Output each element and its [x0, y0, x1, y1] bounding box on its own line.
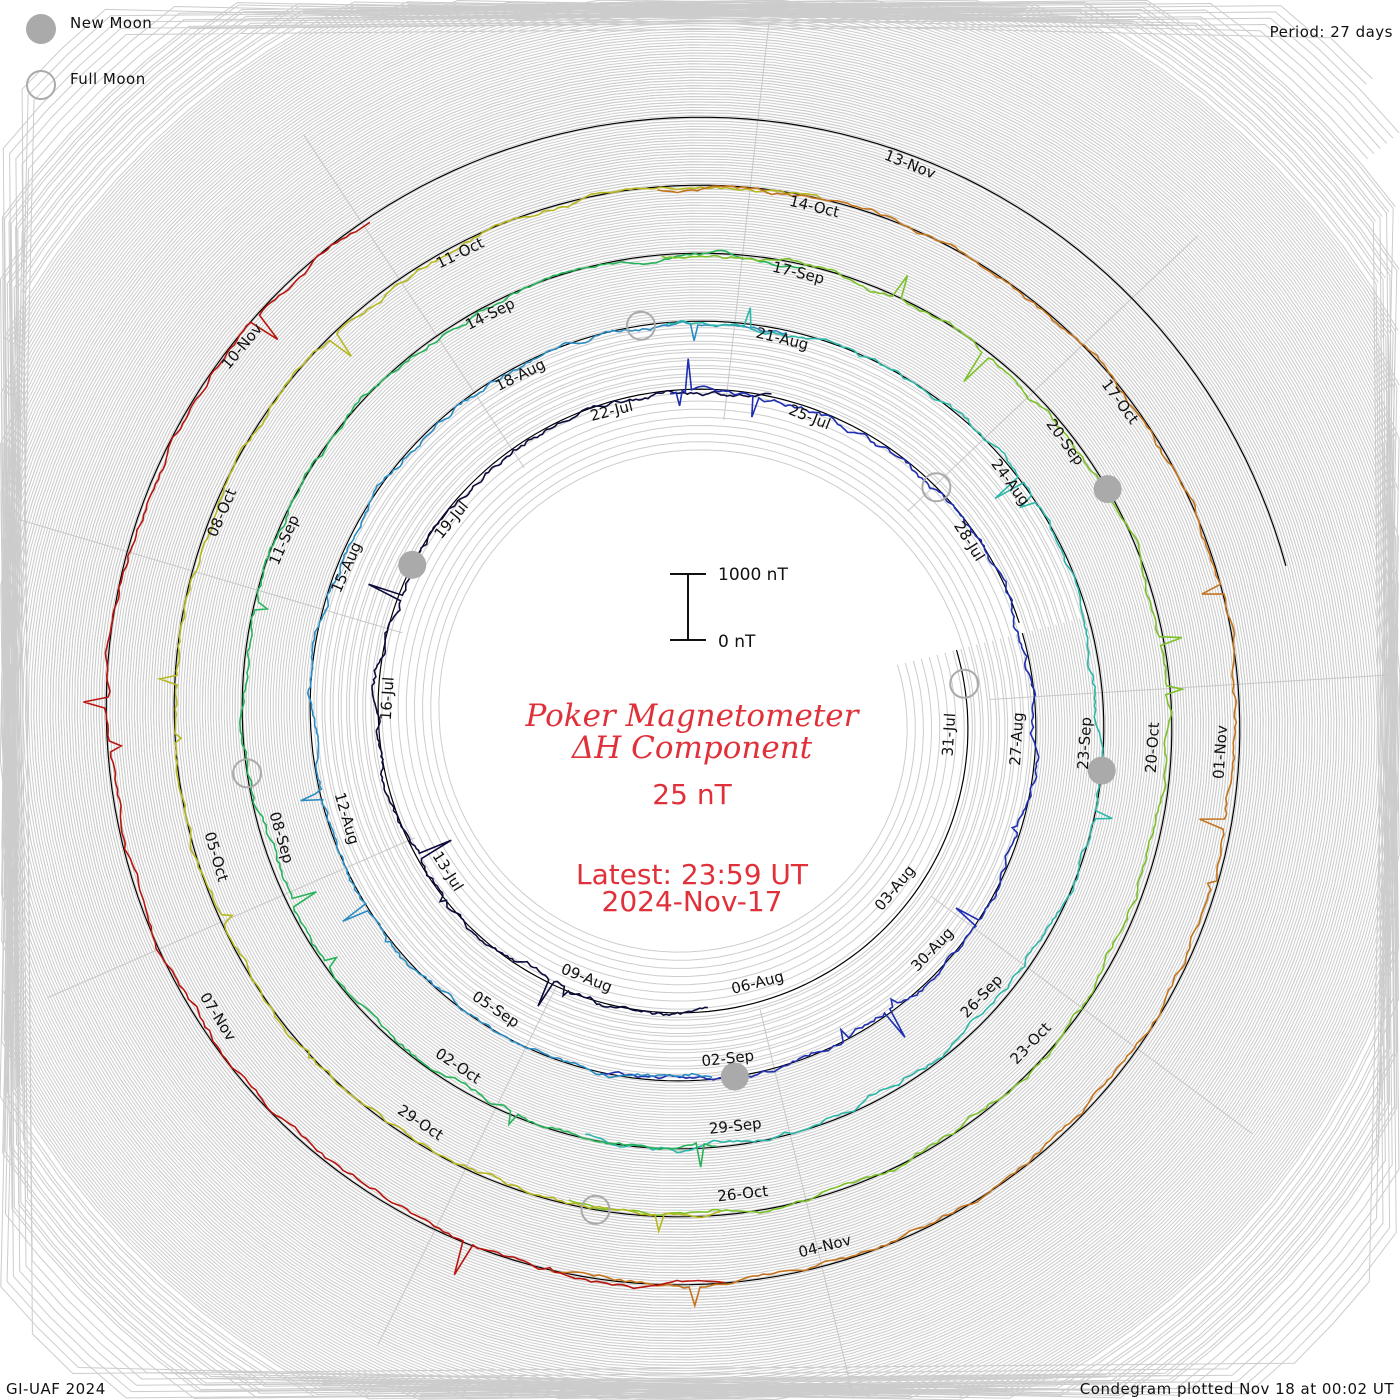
trace-series-8 — [83, 221, 725, 1290]
scale-bar: 1000 nT 0 nT — [670, 565, 788, 652]
legend-full-moon-label: Full Moon — [70, 70, 146, 88]
date-label: 29-Sep — [708, 1114, 762, 1138]
date-label: 06-Aug — [729, 967, 785, 998]
date-label: 02-Sep — [701, 1047, 755, 1071]
grid-spiral — [10, 4, 1400, 1400]
reference-spiral — [241, 252, 1155, 1150]
chart-subtitle: ΔH Component — [571, 730, 813, 766]
footer-credit: GI-UAF 2024 — [6, 1380, 106, 1398]
grid-spoke — [302, 134, 525, 469]
date-label: 04-Nov — [797, 1231, 854, 1262]
date-label: 31-Jul — [939, 712, 960, 757]
scale-value-label: 25 nT — [652, 778, 732, 811]
trace-series-0 — [368, 389, 772, 1017]
grid-spoke — [930, 895, 1254, 1135]
trace-series-7 — [550, 185, 1238, 1309]
grid-spoke — [759, 1009, 855, 1399]
trace-series-3 — [585, 307, 1113, 1154]
date-label: 03-Aug — [871, 862, 919, 915]
full-moon-marker — [949, 668, 980, 699]
moon-phase-markers — [232, 310, 1122, 1225]
new-moon-marker — [720, 1062, 749, 1091]
full-moon-marker — [580, 1194, 611, 1225]
date-label: 23-Sep — [1074, 716, 1095, 770]
reference-spiral — [377, 388, 1020, 1014]
legend: New Moon Full Moon — [26, 14, 152, 100]
new-moon-legend-icon — [26, 14, 56, 44]
new-moon-marker — [1087, 756, 1116, 785]
date-label: 01-Nov — [1210, 725, 1231, 780]
grid-spoke — [723, 22, 770, 420]
grid-spoke — [18, 518, 403, 634]
radial-spokes — [18, 22, 1389, 1399]
trace-series-2 — [300, 320, 788, 1079]
full-moon-marker — [625, 310, 656, 341]
reference-spiral — [105, 116, 1287, 1286]
full-moon-marker — [232, 758, 263, 789]
trace-series-5 — [568, 254, 1186, 1216]
period-label: Period: 27 days — [1270, 23, 1393, 41]
grid-spiral — [0, 7, 1400, 1398]
grid-spiral — [2, 3, 1393, 1399]
trace-series-1 — [600, 358, 1040, 1081]
full-moon-legend-icon — [26, 70, 56, 100]
chart-title: Poker Magnetometer — [525, 698, 861, 734]
grid-spoke — [47, 837, 416, 998]
trace-series-4 — [238, 249, 804, 1168]
date-label: 26-Oct — [716, 1182, 769, 1205]
footer-plot-time: Condegram plotted Nov 18 at 00:02 UT — [1080, 1380, 1395, 1398]
reference-spirals — [105, 116, 1287, 1286]
reference-spiral — [173, 184, 1221, 1218]
grid-spiral — [7, 4, 1398, 1400]
date-label: 22-Jul — [588, 397, 635, 425]
date-label: 20-Oct — [1142, 722, 1163, 774]
scale-bottom-label: 0 nT — [718, 632, 756, 652]
latest-date: 2024-Nov-17 — [602, 885, 783, 918]
latest-time: Latest: 23:59 UT — [576, 858, 809, 891]
grid-spiral — [4, 0, 1397, 1400]
full-moon-marker — [921, 472, 952, 503]
grid-spoke — [377, 986, 557, 1345]
trace-series-6 — [156, 186, 822, 1235]
date-label: 16-Jul — [377, 676, 398, 721]
grid-spoke — [907, 235, 1198, 512]
date-label: 11-Oct — [433, 234, 487, 273]
date-label: 08-Sep — [265, 810, 297, 866]
grid-spiral — [3, 3, 1400, 1400]
date-label: 05-Oct — [201, 830, 233, 884]
new-moon-marker — [398, 550, 427, 579]
grid-spiral — [0, 3, 1397, 1400]
grid-spoke — [989, 674, 1389, 701]
reference-spiral — [309, 320, 1089, 1082]
data-traces — [83, 185, 1238, 1309]
grid-spiral — [5, 1, 1400, 1396]
legend-new-moon-label: New Moon — [70, 14, 152, 32]
date-label: 27-Aug — [1006, 712, 1027, 767]
scale-top-label: 1000 nT — [718, 565, 788, 585]
date-label: 13-Jul — [429, 848, 467, 894]
grid-spiral — [4, 5, 1392, 1399]
new-moon-marker — [1093, 475, 1122, 504]
